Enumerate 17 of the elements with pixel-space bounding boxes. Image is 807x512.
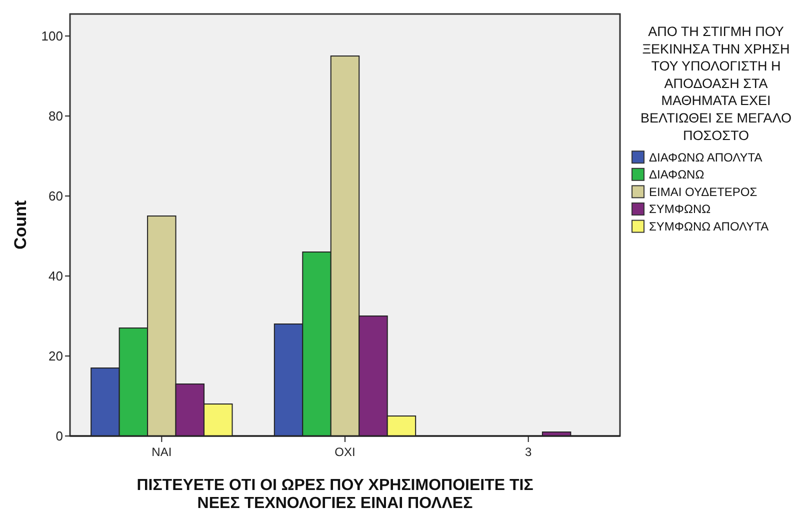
x-axis-title: ΠΙΣΤΕΥΕΤΕ ΟΤΙ ΟΙ ΩΡΕΣ ΠΟΥ ΧΡΗΣΙΜΟΠΟΙΕΙΤΕ ΤΙΣ ΝΕΕΣ ΤΕΧΝΟΛΟΓΙΕΣ ΕΙΝΑΙ ΠΟΛΛΕΣ xyxy=(136,477,534,512)
y-tick-label: 20 xyxy=(48,348,63,364)
y-tick-label: 0 xyxy=(56,428,63,444)
y-tick-label: 100 xyxy=(41,28,63,44)
legend-label: ΣΥΜΦΩΝΩ ΑΠΟΛΥΤΑ xyxy=(649,220,769,234)
legend-label: ΕΙΜΑΙ ΟΥΔΕΤΕΡΟΣ xyxy=(649,184,758,199)
legend-title: ΑΠΟ ΤΗ ΣΤΙΓΜΗ ΠΟΥ ΞΕΚΙΝΗΣΑ ΤΗΝ ΧΡΗΣΗ ΤΟΥ ΥΠΟΛΟΓΙΣΤΗ Η ΑΠΟΔΟΑΣΗ ΣΤΑ ΜΑΘΗΜΑΤΑ ΕΧΕΙ ΒΕΛΤΙΩΘΕΙ ΣΕ ΜΕΓΑΛΟ ΠΟΣΟΣΤΟ xyxy=(640,24,792,143)
legend-label: ΔΙΑΦΩΝΩ ΑΠΟΛΥΤΑ xyxy=(649,150,762,164)
x-tick-label: ΝΑΙ xyxy=(152,445,172,459)
y-tick-label: 80 xyxy=(48,108,63,124)
y-axis-title: Count xyxy=(11,200,30,250)
x-tick-label: 3 xyxy=(524,445,532,459)
y-tick-label: 60 xyxy=(48,188,63,204)
legend-label: ΣΥΜΦΩΝΩ xyxy=(649,202,711,216)
y-tick-label: 40 xyxy=(48,268,63,284)
x-tick-label: ΟΧΙ xyxy=(334,445,356,459)
legend-label: ΔΙΑΦΩΝΩ xyxy=(649,168,704,182)
